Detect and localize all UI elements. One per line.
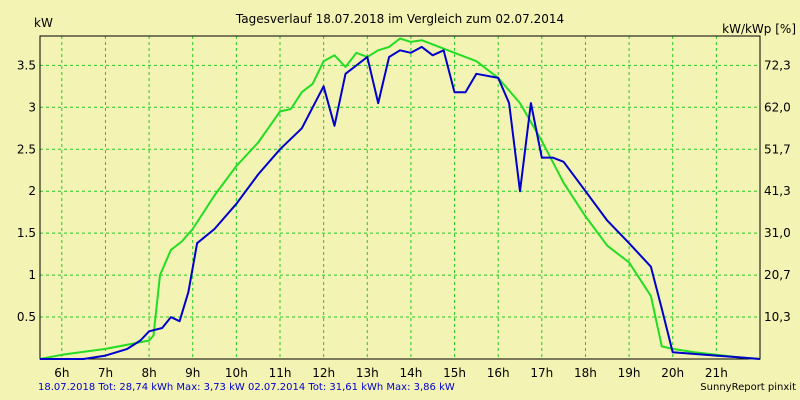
series-layer: [39, 37, 761, 360]
x-tick-label-4: 10h: [225, 366, 248, 380]
y-right-tick-label-2: 31,0: [764, 226, 791, 240]
y-tick-label-4: 2.5: [17, 142, 36, 156]
y-axis-label-left: kW: [34, 16, 53, 30]
x-tick-label-0: 6h: [54, 366, 69, 380]
x-tick-label-3: 9h: [185, 366, 200, 380]
footer-series-1-summary: 18.07.2018 Tot: 28,74 kWh Max: 3,73 kW: [38, 382, 245, 393]
x-tick-label-13: 19h: [618, 366, 641, 380]
y-right-tick-label-6: 72,3: [764, 58, 791, 72]
series-line-0: [40, 45, 761, 360]
x-tick-labels: 6h 7h 8h 9h 10h 11h 12h 13h 14h 15h 16h 17h 18h 19h 20…: [54, 366, 728, 380]
x-tick-label-12: 18h: [574, 366, 597, 380]
y-tick-label-2: 1.5: [17, 226, 36, 240]
x-tick-label-8: 14h: [399, 366, 422, 380]
x-tick-label-14: 20h: [661, 366, 684, 380]
y-tick-label-0: 0.5: [17, 310, 36, 324]
y-right-tick-labels: 10,3 20,7 31,0 41,3 51,7 62,0 72,3: [764, 58, 791, 324]
x-tick-label-7: 13h: [356, 366, 379, 380]
x-tick-label-6: 12h: [312, 366, 335, 380]
series-line-1: [39, 37, 761, 360]
x-tick-label-2: 8h: [141, 366, 156, 380]
x-tick-label-9: 15h: [443, 366, 466, 380]
y-tick-labels: 0.5 1 1.5 2 2.5 3 3.5: [17, 58, 36, 324]
y-right-tick-label-5: 62,0: [764, 100, 791, 114]
x-tick-label-1: 7h: [98, 366, 113, 380]
y-tick-label-5: 3: [28, 100, 36, 114]
y-right-tick-label-1: 20,7: [764, 268, 791, 282]
x-tick-label-15: 21h: [705, 366, 728, 380]
x-tick-label-5: 11h: [269, 366, 292, 380]
y-tick-label-3: 2: [28, 184, 36, 198]
x-tick-label-10: 16h: [487, 366, 510, 380]
footer-summary: 18.07.2018 Tot: 28,74 kWh Max: 3,73 kW 0…: [38, 382, 455, 393]
x-tick-label-11: 17h: [530, 366, 553, 380]
y-right-tick-label-3: 41,3: [764, 184, 791, 198]
y-axis-label-right: kW/kWp [%]: [722, 22, 796, 36]
chart-title: Tagesverlauf 18.07.2018 im Vergleich zum…: [235, 12, 564, 26]
footer-series-2-summary: 02.07.2014 Tot: 31,61 kWh Max: 3,86 kW: [247, 382, 455, 393]
footer-brand: SunnyReport pinxit: [700, 382, 796, 393]
y-tick-label-1: 1: [28, 268, 36, 282]
grid-layer: [40, 36, 760, 359]
y-right-tick-label-4: 51,7: [764, 142, 791, 156]
plot-border: [39, 35, 761, 360]
y-tick-label-6: 3.5: [17, 58, 36, 72]
y-right-tick-label-0: 10,3: [764, 310, 791, 324]
